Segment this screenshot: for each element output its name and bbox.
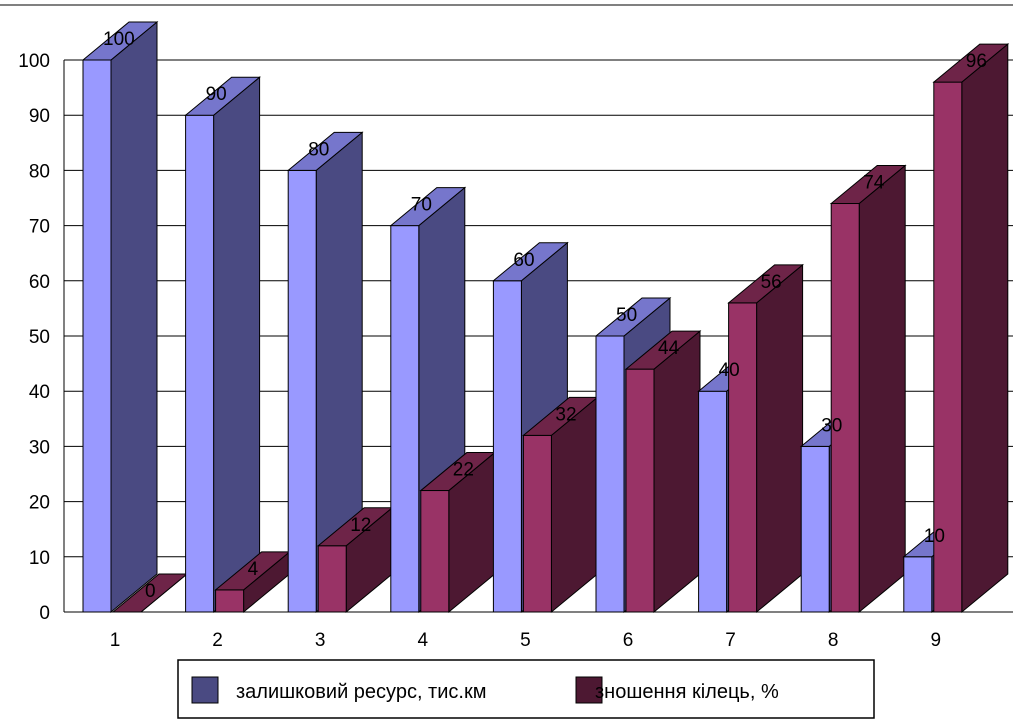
y-tick-label: 100 — [18, 51, 50, 72]
bar-front — [82, 59, 112, 613]
x-tick-label: 9 — [931, 630, 942, 651]
data-label-series-2: 0 — [145, 581, 156, 602]
x-tick-label: 1 — [110, 630, 121, 651]
bar-series-2 — [316, 506, 394, 614]
bar-front — [420, 490, 450, 613]
bar-side — [110, 20, 158, 614]
legend-swatch-series-2 — [575, 676, 603, 704]
bar-side — [653, 330, 701, 614]
x-tick-label: 2 — [212, 630, 223, 651]
y-tick-label: 40 — [29, 382, 50, 403]
bar-series-1 — [286, 131, 364, 614]
data-label-series-1: 40 — [719, 360, 740, 381]
bar-top — [932, 43, 1010, 83]
bar-series-2 — [624, 330, 702, 614]
y-tick-label: 60 — [29, 272, 50, 293]
data-label-series-2: 12 — [350, 515, 371, 536]
bar-series-2 — [522, 396, 599, 614]
bar-series-1 — [81, 20, 159, 614]
data-label-series-2: 22 — [453, 460, 474, 481]
bar-front — [185, 114, 215, 613]
y-tick-label: 20 — [29, 493, 50, 514]
bar-side — [213, 76, 261, 614]
y-tick-label: 50 — [29, 327, 50, 348]
bar-series-2 — [829, 164, 907, 614]
bar-top — [286, 131, 364, 171]
bar-top — [492, 242, 569, 282]
x-tick-label: 8 — [828, 630, 839, 651]
data-labels: 100 0 90 4 80 12 70 22 60 32 50 44 40 56 30 74 10 96 — [103, 29, 987, 602]
bar-front — [830, 203, 860, 613]
bar-front — [800, 445, 830, 613]
x-tick-label: 3 — [315, 630, 326, 651]
x-axis-tick-labels: 1 2 3 4 5 6 7 8 9 — [110, 630, 941, 651]
bar-top — [829, 165, 907, 205]
bar-front — [933, 81, 963, 613]
bar-top — [594, 297, 672, 337]
data-label-series-1: 100 — [103, 29, 135, 50]
data-label-series-1: 70 — [411, 195, 432, 216]
x-tick-label: 5 — [520, 630, 531, 651]
y-tick-label: 90 — [29, 106, 50, 127]
bar-front — [522, 434, 552, 613]
bar-series-2 — [727, 263, 804, 614]
y-tick-label: 30 — [29, 437, 50, 458]
bar-top — [81, 21, 159, 61]
data-label-series-2: 44 — [658, 338, 680, 359]
bar-front — [390, 225, 420, 613]
bar-top — [624, 330, 702, 370]
legend-swatch-series-1 — [191, 676, 219, 704]
bar-front — [287, 169, 317, 613]
bar-top — [184, 76, 261, 116]
legend-box — [177, 659, 875, 719]
y-tick-label: 10 — [29, 548, 50, 569]
y-tick-label: 0 — [39, 603, 50, 624]
data-label-series-1: 90 — [206, 84, 227, 105]
bar-top — [727, 264, 804, 304]
data-label-series-2: 96 — [966, 51, 987, 72]
bar-side — [756, 263, 804, 614]
y-tick-label: 80 — [29, 161, 50, 182]
legend: залишковий ресурс, тис.км зношення кілец… — [177, 659, 875, 719]
bar-front — [625, 368, 655, 613]
bar-front — [728, 302, 758, 613]
data-label-series-1: 80 — [308, 139, 329, 160]
bar-series-2 — [214, 550, 291, 614]
y-tick-label: 70 — [29, 217, 50, 238]
x-tick-label: 7 — [725, 630, 736, 651]
data-label-series-1: 10 — [924, 526, 945, 547]
bar-front — [903, 556, 933, 613]
bar-front — [317, 545, 347, 613]
bar-front — [492, 280, 522, 613]
bar-front — [595, 335, 625, 613]
data-label-series-2: 32 — [555, 404, 576, 425]
bar-side — [961, 43, 1009, 614]
y-axis-tick-labels: 0 10 20 30 40 50 60 70 80 90 100 — [18, 51, 50, 624]
bar-series-2 — [419, 451, 497, 614]
bar-series-2 — [932, 43, 1010, 614]
bar-side — [858, 164, 906, 614]
legend-label-series-1: залишковий ресурс, тис.км — [236, 681, 486, 703]
data-label-series-1: 30 — [821, 415, 842, 436]
legend-label-series-2: зношення кілець, % — [595, 681, 779, 703]
data-label-series-2: 56 — [761, 272, 782, 293]
x-tick-label: 6 — [623, 630, 634, 651]
data-label-series-2: 74 — [863, 173, 885, 194]
bar-top — [389, 187, 467, 227]
data-label-series-2: 4 — [248, 559, 259, 580]
bar-front — [698, 390, 728, 613]
bar-front — [215, 589, 245, 613]
x-tick-label: 4 — [418, 630, 429, 651]
bar-series-1 — [184, 76, 261, 614]
bars: 100 0 90 4 80 12 70 22 60 32 50 44 40 56 30 74 10 96 — [81, 20, 1010, 614]
data-label-series-1: 50 — [616, 305, 637, 326]
data-label-series-1: 60 — [513, 250, 534, 271]
